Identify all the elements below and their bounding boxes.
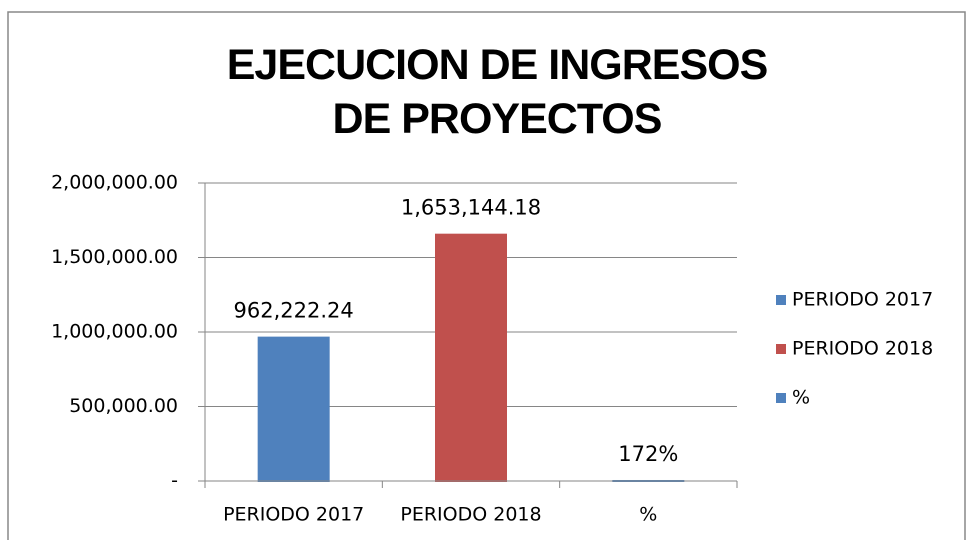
chart-frame xyxy=(7,11,966,540)
x-tick-label: PERIODO 2017 xyxy=(223,504,364,526)
bar xyxy=(435,233,507,482)
y-tick-label: 2,000,000.00 xyxy=(51,172,178,194)
legend-swatch xyxy=(776,295,786,305)
y-tick-label: 1,500,000.00 xyxy=(51,246,178,268)
chart-title: EJECUCION DE INGRESOS DE PROYECTOS xyxy=(226,41,769,143)
data-label: 1,653,144.18 xyxy=(401,196,541,220)
bar xyxy=(257,336,330,482)
data-label: 172% xyxy=(618,442,678,466)
legend-swatch xyxy=(776,393,786,403)
legend-label: % xyxy=(792,387,810,409)
x-tick-label: PERIODO 2018 xyxy=(400,504,541,526)
y-tick-label: 500,000.00 xyxy=(69,395,178,417)
legend-swatch xyxy=(776,344,786,354)
y-tick-label: - xyxy=(171,470,178,492)
x-tick-label: % xyxy=(639,504,657,526)
y-tick-label: 1,000,000.00 xyxy=(51,321,178,343)
legend-label: PERIODO 2017 xyxy=(792,289,933,311)
legend-label: PERIODO 2018 xyxy=(792,338,933,360)
data-label: 962,222.24 xyxy=(234,299,354,323)
